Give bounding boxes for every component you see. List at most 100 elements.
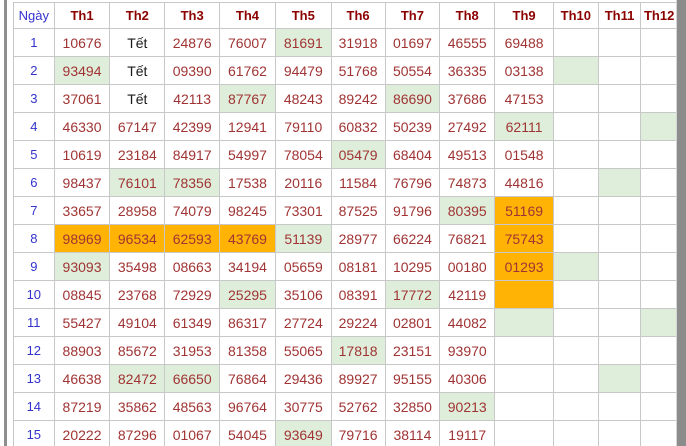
table-row: 5 10619 23184 84917 54997 78054 05479 68404 4951… bbox=[13, 140, 678, 169]
result-cell: 35862 bbox=[109, 392, 166, 421]
day-number: 2 bbox=[13, 56, 55, 85]
result-cell: 20116 bbox=[274, 168, 332, 197]
column-header-th7: Th7 bbox=[384, 2, 441, 29]
column-header-th8: Th8 bbox=[439, 2, 496, 29]
column-header-th2: Th2 bbox=[109, 2, 166, 29]
result-cell: 01548 bbox=[494, 140, 555, 169]
column-header-th5: Th5 bbox=[274, 2, 332, 29]
column-header-th6: Th6 bbox=[330, 2, 386, 29]
result-cell: 20222 bbox=[53, 420, 111, 446]
result-cell: 01697 bbox=[384, 28, 441, 57]
result-cell bbox=[640, 252, 678, 281]
result-cell: 72929 bbox=[164, 280, 221, 309]
table-row: 8 98969 96534 62593 43769 51139 28977 66224 7682… bbox=[13, 224, 678, 253]
result-cell bbox=[553, 28, 599, 57]
table-row: 3 37061 Tết 42113 87767 48243 89242 86690 37686 4… bbox=[13, 84, 678, 113]
result-cell: 76821 bbox=[439, 224, 496, 253]
result-cell: 42399 bbox=[164, 112, 221, 141]
result-cell: 52762 bbox=[330, 392, 386, 421]
result-cell bbox=[640, 224, 678, 253]
table-row: 12 88903 85672 31953 81358 55065 17818 23151 939… bbox=[13, 336, 678, 365]
result-cell bbox=[640, 112, 678, 141]
result-cell: 95155 bbox=[384, 364, 441, 393]
result-cell: 54045 bbox=[219, 420, 276, 446]
day-number: 7 bbox=[13, 196, 55, 225]
result-cell: 44816 bbox=[494, 168, 555, 197]
result-cell: 32850 bbox=[384, 392, 441, 421]
result-cell: 09390 bbox=[164, 56, 221, 85]
result-cell: 76796 bbox=[384, 168, 441, 197]
result-cell bbox=[553, 112, 599, 141]
result-cell: 28958 bbox=[109, 196, 166, 225]
day-number: 4 bbox=[13, 112, 55, 141]
result-cell bbox=[494, 364, 555, 393]
day-number: 11 bbox=[13, 308, 55, 337]
result-cell: 98437 bbox=[53, 168, 111, 197]
result-cell bbox=[553, 84, 599, 113]
table-row: 7 33657 28958 74079 98245 73301 87525 91796 8039… bbox=[13, 196, 678, 225]
result-cell: 86317 bbox=[219, 308, 276, 337]
column-header-th10: Th10 bbox=[553, 2, 599, 29]
result-cell bbox=[553, 392, 599, 421]
table-row: 1 10676 Tết 24876 76007 81691 31918 01697 46555 6… bbox=[13, 28, 678, 57]
day-number: 13 bbox=[13, 364, 55, 393]
day-number: 9 bbox=[13, 252, 55, 281]
column-header-th9: Th9 bbox=[494, 2, 555, 29]
result-cell: 03138 bbox=[494, 56, 555, 85]
result-cell: 81691 bbox=[274, 28, 332, 57]
column-header-th3: Th3 bbox=[164, 2, 221, 29]
result-cell: 36335 bbox=[439, 56, 496, 85]
day-number: 12 bbox=[13, 336, 55, 365]
result-cell bbox=[494, 420, 555, 446]
result-cell: 25295 bbox=[219, 280, 276, 309]
result-cell: 86690 bbox=[384, 84, 441, 113]
result-cell: 11584 bbox=[330, 168, 386, 197]
result-cell: 62111 bbox=[494, 112, 555, 141]
result-cell bbox=[597, 336, 642, 365]
result-cell: 50554 bbox=[384, 56, 441, 85]
result-cell bbox=[494, 308, 555, 337]
table-row: 10 08845 23768 72929 25295 35106 08391 17772 421… bbox=[13, 280, 678, 309]
result-cell: 69488 bbox=[494, 28, 555, 57]
result-cell bbox=[597, 196, 642, 225]
result-cell bbox=[640, 140, 678, 169]
column-header-th12: Th12 bbox=[640, 2, 678, 29]
table-row: 13 46638 82472 66650 76864 29436 89927 95155 403… bbox=[13, 364, 678, 393]
result-cell: 02801 bbox=[384, 308, 441, 337]
result-cell: 51169 bbox=[494, 196, 555, 225]
day-number: 15 bbox=[13, 420, 55, 446]
result-cell bbox=[597, 420, 642, 446]
result-cell bbox=[640, 364, 678, 393]
day-number: 10 bbox=[13, 280, 55, 309]
result-cell: 38114 bbox=[384, 420, 441, 446]
result-cell: 87219 bbox=[53, 392, 111, 421]
result-cell: 08663 bbox=[164, 252, 221, 281]
result-cell: 93970 bbox=[439, 336, 496, 365]
result-cell: 68404 bbox=[384, 140, 441, 169]
result-cell bbox=[553, 224, 599, 253]
result-cell: 17772 bbox=[384, 280, 441, 309]
result-cell: 93494 bbox=[53, 56, 111, 85]
column-header-day: Ngày bbox=[13, 2, 55, 29]
result-cell: 85672 bbox=[109, 336, 166, 365]
result-cell: 75743 bbox=[494, 224, 555, 253]
result-cell bbox=[597, 168, 642, 197]
result-cell: Tết bbox=[109, 56, 166, 85]
table-row: 2 93494 Tết 09390 61762 94479 51768 50554 36335 0… bbox=[13, 56, 678, 85]
result-cell: 87296 bbox=[109, 420, 166, 446]
result-cell: 05659 bbox=[274, 252, 332, 281]
result-cell: 08845 bbox=[53, 280, 111, 309]
results-body: 1 10676 Tết 24876 76007 81691 31918 01697 46555 6… bbox=[13, 28, 678, 446]
result-cell: 74079 bbox=[164, 196, 221, 225]
result-cell: 23151 bbox=[384, 336, 441, 365]
monthly-results-table: Ngày Th1 Th2 Th3 Th4 Th5 Th6 Th7 Th8 Th9 Th10 Th11… bbox=[13, 2, 678, 446]
result-cell: 44082 bbox=[439, 308, 496, 337]
table-row: 14 87219 35862 48563 96764 30775 52762 32850 902… bbox=[13, 392, 678, 421]
result-cell: 76101 bbox=[109, 168, 166, 197]
result-cell: 10676 bbox=[53, 28, 111, 57]
result-cell: 91796 bbox=[384, 196, 441, 225]
result-cell: 60832 bbox=[330, 112, 386, 141]
result-cell: 61349 bbox=[164, 308, 221, 337]
result-cell bbox=[553, 196, 599, 225]
